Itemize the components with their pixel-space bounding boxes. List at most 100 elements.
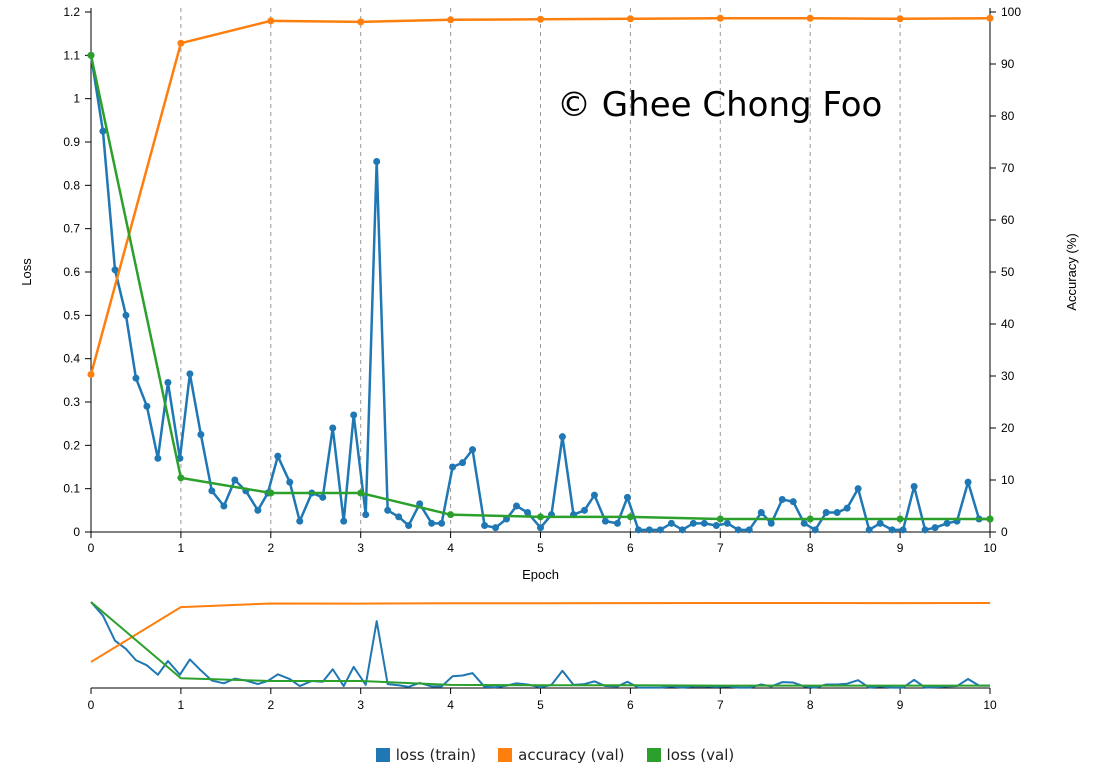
point-loss-train[interactable] <box>865 526 873 534</box>
point-loss-train[interactable] <box>286 478 294 486</box>
point-accuracy-val[interactable] <box>626 15 634 23</box>
point-loss-val[interactable] <box>716 515 724 523</box>
point-loss-train[interactable] <box>373 158 381 165</box>
point-loss-train[interactable] <box>767 519 775 527</box>
point-loss-train[interactable] <box>362 511 370 519</box>
point-loss-train[interactable] <box>384 506 392 514</box>
point-loss-train[interactable] <box>778 496 786 503</box>
point-accuracy-val[interactable] <box>267 17 275 25</box>
point-loss-train[interactable] <box>645 526 653 534</box>
point-loss-train[interactable] <box>745 526 753 534</box>
point-loss-val[interactable] <box>537 513 544 521</box>
point-loss-train[interactable] <box>197 431 205 438</box>
point-loss-train[interactable] <box>481 522 489 529</box>
overview-series[interactable] <box>90 601 991 689</box>
point-accuracy-val[interactable] <box>896 15 904 23</box>
point-accuracy-val[interactable] <box>87 370 95 378</box>
point-loss-train[interactable] <box>122 311 130 319</box>
point-loss-train[interactable] <box>811 526 819 534</box>
point-loss-train[interactable] <box>329 424 337 432</box>
point-loss-train[interactable] <box>254 506 262 514</box>
point-loss-val[interactable] <box>896 515 904 523</box>
point-loss-train[interactable] <box>132 374 140 382</box>
point-loss-train[interactable] <box>111 266 119 274</box>
point-loss-train[interactable] <box>590 491 598 499</box>
point-loss-train[interactable] <box>428 519 436 527</box>
point-accuracy-val[interactable] <box>716 14 724 22</box>
point-loss-train[interactable] <box>449 463 457 471</box>
point-loss-train[interactable] <box>99 127 107 135</box>
point-loss-val[interactable] <box>447 511 455 519</box>
point-accuracy-val[interactable] <box>986 14 994 22</box>
point-loss-train[interactable] <box>854 485 862 493</box>
point-loss-train[interactable] <box>734 526 742 534</box>
point-loss-train[interactable] <box>712 522 720 529</box>
point-loss-val[interactable] <box>806 515 814 523</box>
legend-item-loss-train[interactable]: loss (train) <box>375 746 476 764</box>
point-loss-train[interactable] <box>274 452 282 460</box>
point-loss-train[interactable] <box>395 513 403 521</box>
point-loss-train[interactable] <box>524 509 532 516</box>
point-loss-train[interactable] <box>154 454 162 462</box>
point-loss-train[interactable] <box>964 478 972 486</box>
point-accuracy-val[interactable] <box>537 15 544 23</box>
point-loss-val[interactable] <box>986 515 994 523</box>
point-loss-train[interactable] <box>689 519 697 527</box>
point-loss-train[interactable] <box>143 402 151 410</box>
point-loss-train[interactable] <box>296 517 304 525</box>
point-loss-train[interactable] <box>623 493 631 501</box>
point-loss-train[interactable] <box>186 370 194 378</box>
point-loss-train[interactable] <box>800 519 808 527</box>
point-loss-val[interactable] <box>626 513 634 521</box>
point-loss-train[interactable] <box>876 519 884 527</box>
point-loss-val[interactable] <box>87 51 95 59</box>
point-loss-train[interactable] <box>943 519 951 527</box>
point-loss-train[interactable] <box>405 522 413 529</box>
point-loss-train[interactable] <box>164 379 172 386</box>
point-loss-train[interactable] <box>613 519 621 527</box>
point-accuracy-val[interactable] <box>806 14 814 22</box>
point-loss-train[interactable] <box>700 519 708 527</box>
point-loss-train[interactable] <box>888 526 896 534</box>
point-accuracy-val[interactable] <box>447 16 455 24</box>
point-loss-train[interactable] <box>601 517 609 525</box>
point-accuracy-val[interactable] <box>357 18 365 26</box>
point-loss-train[interactable] <box>678 526 686 534</box>
point-loss-train[interactable] <box>656 526 664 534</box>
y-tick-label: 0.4 <box>63 352 80 366</box>
point-loss-train[interactable] <box>438 519 446 527</box>
point-loss-train[interactable] <box>899 526 907 534</box>
point-loss-train[interactable] <box>340 517 348 525</box>
point-loss-train[interactable] <box>822 509 830 516</box>
point-loss-train[interactable] <box>757 509 765 516</box>
point-loss-train[interactable] <box>220 502 228 510</box>
point-loss-train[interactable] <box>723 519 731 527</box>
point-loss-val[interactable] <box>267 489 275 497</box>
point-loss-train[interactable] <box>492 524 500 532</box>
point-loss-train[interactable] <box>537 524 544 532</box>
legend-item-loss-val[interactable]: loss (val) <box>646 746 734 764</box>
point-accuracy-val[interactable] <box>177 39 185 47</box>
point-loss-train[interactable] <box>921 526 929 534</box>
point-loss-train[interactable] <box>558 433 566 441</box>
point-loss-train[interactable] <box>833 509 841 516</box>
point-loss-train[interactable] <box>459 459 467 467</box>
point-loss-train[interactable] <box>512 502 520 510</box>
point-loss-train[interactable] <box>667 519 675 527</box>
overview-x-tick-label: 0 <box>88 698 95 712</box>
point-loss-train[interactable] <box>580 506 588 514</box>
point-loss-train[interactable] <box>319 493 327 501</box>
point-loss-val[interactable] <box>357 489 365 497</box>
point-loss-train[interactable] <box>789 498 797 506</box>
point-loss-train[interactable] <box>469 446 477 454</box>
legend-item-accuracy-val[interactable]: accuracy (val) <box>498 746 625 764</box>
point-loss-train[interactable] <box>843 504 851 512</box>
point-loss-train[interactable] <box>931 524 939 532</box>
point-loss-train[interactable] <box>208 487 216 495</box>
point-loss-train[interactable] <box>910 483 918 490</box>
point-loss-train[interactable] <box>634 526 642 534</box>
point-loss-val[interactable] <box>177 474 185 482</box>
legend-label-accuracy-val: accuracy (val) <box>518 746 625 764</box>
point-loss-train[interactable] <box>350 411 358 419</box>
point-loss-train[interactable] <box>231 476 239 484</box>
